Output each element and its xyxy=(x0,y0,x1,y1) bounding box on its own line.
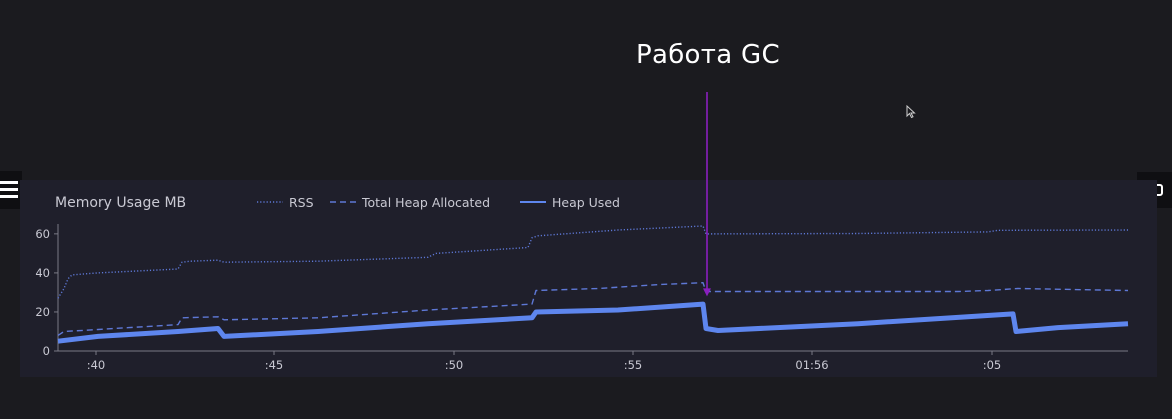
memory-usage-chart-panel: Memory Usage MB RSS Total Heap Allocated H… xyxy=(20,180,1157,377)
chart-axes: 0 20 40 60 :40 :45 :50 :55 01:56 :05 xyxy=(35,224,1128,372)
x-tick-label: :50 xyxy=(445,358,464,372)
legend-label: RSS xyxy=(289,195,314,210)
mouse-cursor-icon xyxy=(906,105,916,119)
x-tick-label: :55 xyxy=(624,358,643,372)
legend-label: Total Heap Allocated xyxy=(361,195,490,210)
x-tick-label: :05 xyxy=(983,358,1002,372)
y-tick-label: 0 xyxy=(43,344,50,358)
chart-series xyxy=(57,225,1129,344)
y-tick-label: 20 xyxy=(35,305,50,319)
series-line xyxy=(57,301,1129,344)
chart-legend: RSS Total Heap Allocated Heap Used xyxy=(257,195,620,210)
series-line xyxy=(57,281,1129,336)
menu-button[interactable] xyxy=(0,171,22,209)
y-tick-label: 40 xyxy=(35,266,50,280)
x-tick-label: :40 xyxy=(87,358,106,372)
hamburger-icon-bar xyxy=(0,195,18,198)
x-tick-label: 01:56 xyxy=(795,358,828,372)
x-tick-label: :45 xyxy=(265,358,284,372)
gc-annotation-label: Работа GC xyxy=(636,40,780,70)
memory-usage-chart: Memory Usage MB RSS Total Heap Allocated H… xyxy=(35,195,1129,372)
chart-title: Memory Usage MB xyxy=(55,195,186,211)
y-tick-label: 60 xyxy=(35,227,50,241)
hamburger-icon-bar xyxy=(0,181,18,184)
legend-label: Heap Used xyxy=(552,195,620,210)
hamburger-icon-bar xyxy=(0,188,18,191)
series-line xyxy=(57,225,1129,299)
